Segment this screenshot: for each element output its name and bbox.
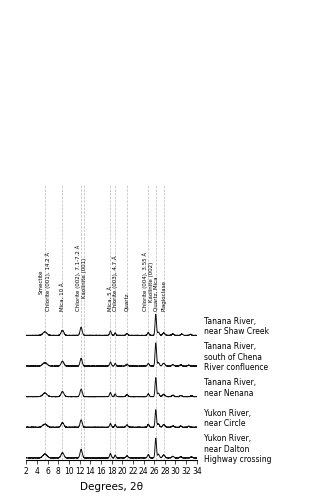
Text: Smectite
Chlorite (001), 14.2 Å: Smectite Chlorite (001), 14.2 Å: [39, 252, 51, 311]
Text: Mica, 10 Å: Mica, 10 Å: [60, 282, 65, 311]
Text: Yukon River,
near Circle: Yukon River, near Circle: [204, 409, 251, 428]
Text: Tanana River,
south of Chena
River confluence: Tanana River, south of Chena River confl…: [204, 342, 268, 372]
Text: Yukon River,
near Dalton
Highway crossing: Yukon River, near Dalton Highway crossin…: [204, 434, 271, 464]
Text: Mica, 5 Å: Mica, 5 Å: [108, 286, 113, 311]
Text: Chlorite (002), 7.1-7.2 Å
Kaolinite (001): Chlorite (002), 7.1-7.2 Å Kaolinite (001…: [75, 245, 87, 311]
Text: Quartz, Mica: Quartz, Mica: [153, 276, 158, 311]
Text: Tanana River,
near Shaw Creek: Tanana River, near Shaw Creek: [204, 317, 269, 336]
Text: Quartz: Quartz: [125, 292, 130, 311]
Text: Chlorite (003), 4.7 Å: Chlorite (003), 4.7 Å: [113, 256, 118, 311]
Text: Tanana River,
near Nenana: Tanana River, near Nenana: [204, 378, 256, 398]
Text: Chlorite (004), 3.55 Å
Kaolinite (002): Chlorite (004), 3.55 Å Kaolinite (002): [143, 252, 154, 311]
Text: Plagioclase: Plagioclase: [161, 280, 166, 311]
X-axis label: Degrees, 2θ: Degrees, 2θ: [80, 482, 143, 492]
